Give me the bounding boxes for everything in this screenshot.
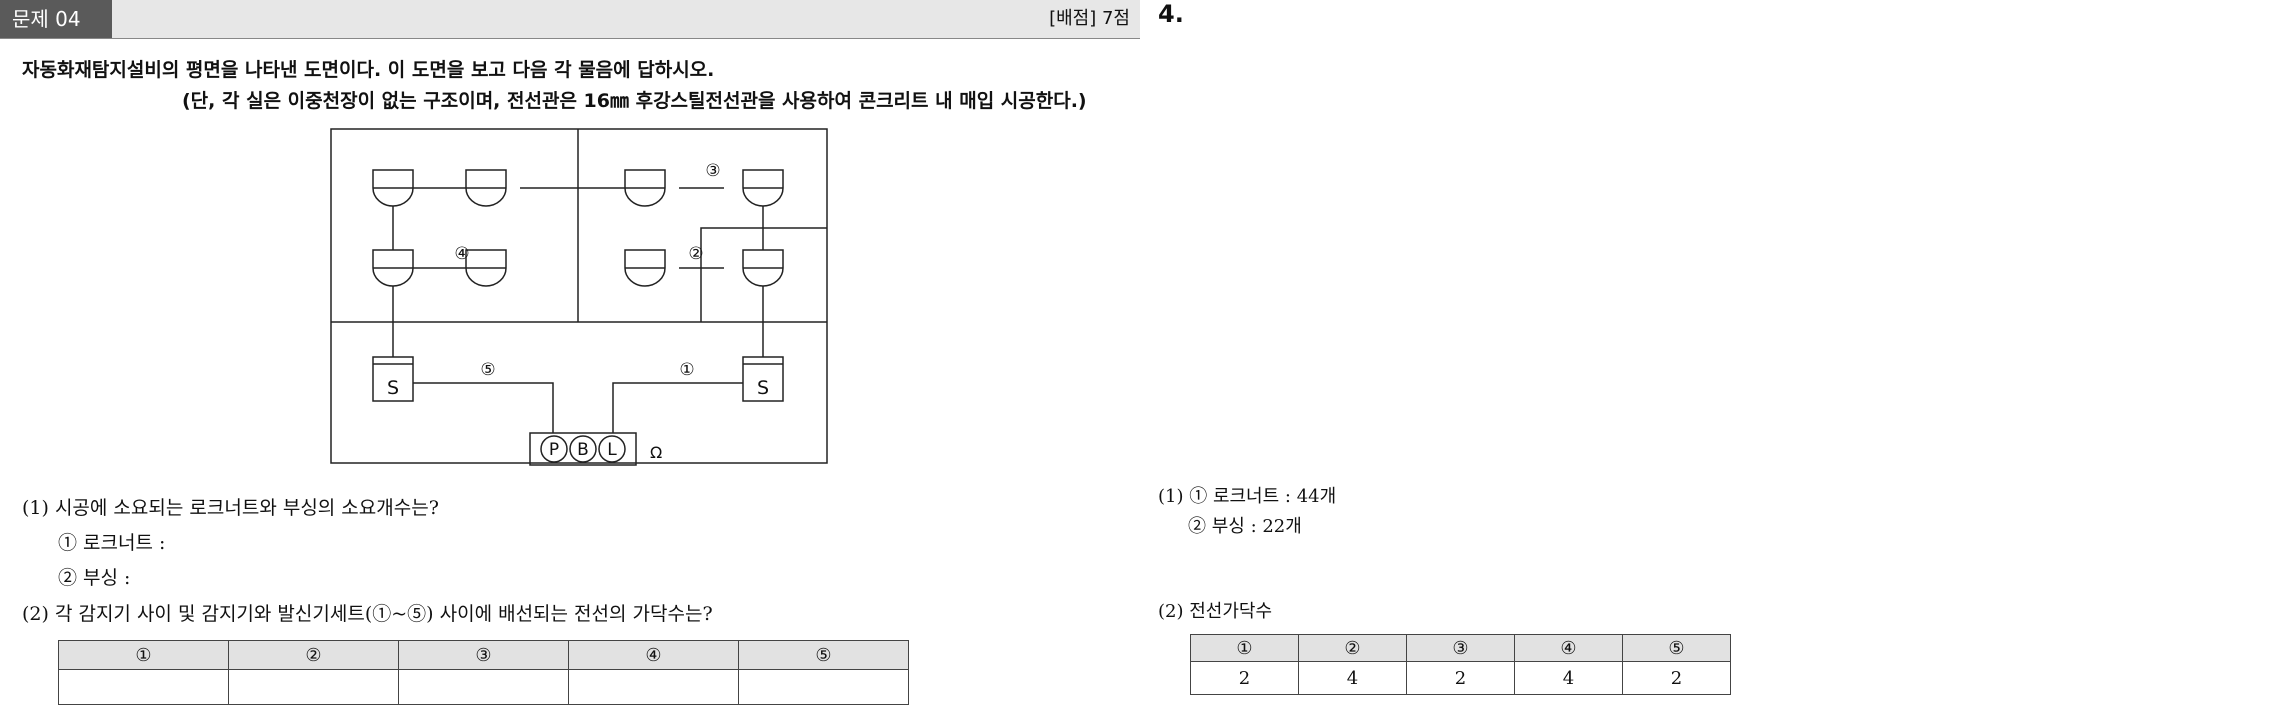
mark-1: ① <box>679 360 694 380</box>
mark-5: ⑤ <box>480 360 495 380</box>
pbl-label-b: B <box>577 440 589 460</box>
answer-wire-title: (2) 전선가닥수 <box>1158 601 1273 622</box>
sub1-item-bushing: ② 부싱 : <box>58 567 131 589</box>
answer-header-2: ② <box>1298 634 1407 662</box>
outer-wall <box>330 128 828 464</box>
answer-number: 4. <box>1158 0 1184 28</box>
answer-value-5: 2 <box>1622 661 1731 695</box>
floor-plan-diagram: ③ ④ ② ⑤ ① S S P B L Ω <box>330 128 828 466</box>
mark-3: ③ <box>705 161 720 181</box>
mark-2: ② <box>688 244 703 264</box>
pbl-label-p: P <box>549 440 559 460</box>
answer-value-4: 4 <box>1514 661 1623 695</box>
pbl-circle-p <box>540 435 568 463</box>
question-header: 문제 04 [배점] 7점 <box>0 0 1140 39</box>
sub1-title: (1) 시공에 소요되는 로크너트와 부싱의 소요개수는? <box>22 497 439 519</box>
transmitter-label-left: S <box>387 377 399 399</box>
omega-symbol: Ω <box>650 443 662 462</box>
answer-header-1: ① <box>1190 634 1299 662</box>
sub1-item-locknut: ① 로크너트 : <box>58 532 166 554</box>
answer-cell-4 <box>568 669 739 705</box>
answer-header-4: ④ <box>1514 634 1623 662</box>
pbl-circle-b <box>569 435 597 463</box>
pbl-circle-l <box>598 435 626 463</box>
pbl-label-l: L <box>607 440 617 460</box>
transmitter-label-right: S <box>757 377 769 399</box>
wire-count-table-answer: ① ② ③ ④ ⑤ 2 4 2 4 2 <box>1190 634 1731 695</box>
answer-header-5: ⑤ <box>1622 634 1731 662</box>
header-cell-3: ③ <box>398 640 569 670</box>
header-cell-5: ⑤ <box>738 640 909 670</box>
answer-value-2: 4 <box>1298 661 1407 695</box>
answer-header-3: ③ <box>1406 634 1515 662</box>
wire-count-table-blank: ① ② ③ ④ ⑤ <box>58 640 909 705</box>
answer-cell-1 <box>58 669 229 705</box>
header-cell-1: ① <box>58 640 229 670</box>
answer-value-1: 2 <box>1190 661 1299 695</box>
sub2-title: (2) 각 감지기 사이 및 감지기와 발신기세트(①~⑤) 사이에 배선되는 … <box>22 603 713 625</box>
header-cell-4: ④ <box>568 640 739 670</box>
score-label: [배점] 7점 <box>1049 8 1130 29</box>
answer-cell-3 <box>398 669 569 705</box>
mark-4: ④ <box>454 244 469 264</box>
answer-cell-2 <box>228 669 399 705</box>
answer-locknut: (1) ① 로크너트 : 44개 <box>1158 486 1337 507</box>
question-tag: 문제 04 <box>0 0 112 38</box>
answer-value-3: 2 <box>1406 661 1515 695</box>
question-note: (단, 각 실은 이중천장이 없는 구조이며, 전선관은 16㎜ 후강스틸전선관… <box>182 90 1087 112</box>
answer-bushing: ② 부싱 : 22개 <box>1188 516 1302 537</box>
question-text: 자동화재탐지설비의 평면을 나타낸 도면이다. 이 도면을 보고 다음 각 물음… <box>22 59 715 81</box>
answer-cell-5 <box>738 669 909 705</box>
header-cell-2: ② <box>228 640 399 670</box>
